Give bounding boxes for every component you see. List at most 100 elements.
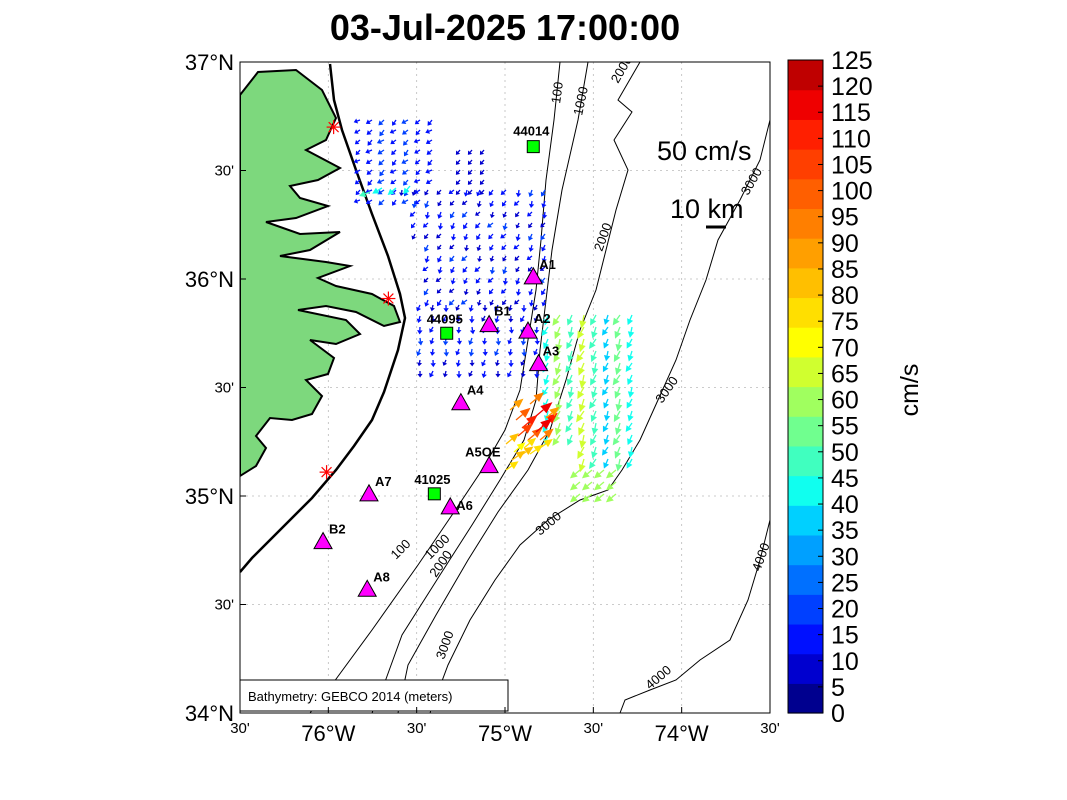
colorbar-segment (788, 594, 823, 625)
current-vector (469, 362, 475, 367)
current-vector (549, 406, 560, 417)
current-vector-shaft (481, 189, 485, 193)
current-vector (593, 483, 602, 491)
radar-site-marker (381, 291, 396, 306)
current-vector (541, 258, 547, 263)
current-vector-shaft (617, 362, 621, 369)
current-vector-shaft (556, 314, 561, 321)
current-vector (627, 318, 634, 326)
current-vector-shaft (457, 315, 460, 320)
current-vector (479, 160, 485, 165)
current-vector-shaft (443, 315, 447, 320)
current-vector-shaft (617, 422, 621, 429)
current-vector (376, 178, 382, 184)
current-vector-shaft (611, 493, 617, 499)
current-vector-shaft (428, 129, 433, 132)
current-vector-shaft (451, 200, 455, 204)
current-vector (401, 199, 407, 205)
current-vector-shaft (557, 422, 561, 429)
current-vector-shaft (592, 434, 597, 441)
current-vector-shaft (478, 288, 481, 292)
current-vector (515, 268, 520, 273)
current-vector-shaft (581, 458, 585, 466)
current-vector (455, 306, 461, 311)
current-vector (482, 307, 488, 312)
current-vector-shaft (630, 386, 633, 392)
current-vector-shaft (451, 244, 455, 248)
current-vector (481, 317, 486, 322)
current-vector (489, 301, 495, 306)
current-vector (415, 170, 421, 176)
current-vector-shaft (457, 169, 461, 173)
current-vector (540, 223, 545, 228)
current-vector-shaft (527, 434, 535, 441)
current-vector (379, 171, 385, 177)
current-vector (602, 329, 608, 336)
current-vector-shaft (545, 398, 549, 404)
current-vector-shaft (508, 370, 512, 375)
current-vector-shaft (428, 139, 433, 143)
current-vector (399, 192, 405, 197)
current-vector (401, 159, 407, 165)
current-vector-shaft (545, 374, 549, 380)
current-vector (515, 224, 521, 229)
colorbar-segment (788, 475, 823, 506)
current-vector-shaft (568, 398, 573, 404)
current-vector (427, 160, 433, 166)
current-vector (507, 307, 513, 312)
current-vector-shaft (543, 299, 546, 304)
current-vector (494, 362, 500, 367)
current-vector-shaft (426, 255, 429, 260)
current-vector-shaft (516, 211, 520, 215)
current-vector (429, 372, 435, 378)
current-vector-shaft (629, 314, 633, 320)
current-vector-shaft (417, 159, 421, 163)
current-vector-shaft (477, 233, 481, 238)
map-area[interactable]: 100 1000 2000 2000 3000 3000 100 1000 20… (240, 53, 773, 713)
current-vector-shaft (529, 233, 533, 238)
current-vector (526, 414, 538, 426)
current-vector (515, 291, 522, 296)
current-vector-shaft (546, 410, 549, 416)
current-vector (614, 450, 621, 459)
mooring-marker (359, 483, 379, 502)
current-vector-shaft (470, 370, 473, 374)
current-vector-shaft (546, 350, 549, 356)
current-vector (521, 423, 534, 434)
current-vector (526, 437, 537, 447)
current-vector (424, 234, 429, 240)
current-vector (436, 234, 441, 239)
current-vector-shaft (481, 169, 485, 173)
current-vector (414, 149, 419, 154)
current-vector (502, 225, 508, 231)
current-vector-shaft (417, 199, 421, 203)
current-vector-shaft (539, 434, 547, 441)
current-vector (501, 201, 507, 207)
current-vector (436, 301, 442, 307)
current-vector (463, 247, 470, 252)
current-vector (429, 351, 436, 356)
current-vector-shaft (380, 149, 385, 153)
current-vector (541, 389, 548, 397)
current-vector-shaft (438, 277, 442, 281)
current-vector-shaft (605, 338, 609, 344)
current-vector-shaft (509, 404, 517, 411)
contour-2000m (397, 62, 641, 713)
current-vector (423, 290, 429, 296)
current-vector (461, 200, 467, 205)
current-vector (612, 377, 620, 386)
current-vector (605, 495, 614, 503)
current-vector-shaft (357, 169, 361, 173)
current-vector-shaft (593, 446, 597, 453)
current-vector-shaft (490, 189, 494, 193)
current-vector-shaft (611, 469, 617, 475)
station-label: A7 (375, 474, 392, 489)
current-vector-shaft (587, 469, 593, 475)
current-vector-shaft (587, 493, 593, 499)
current-vector (456, 374, 462, 379)
current-vector (486, 222, 492, 228)
current-vector-shaft (393, 199, 397, 203)
current-vector-shaft (381, 199, 385, 203)
current-vector (509, 461, 519, 470)
lat-tick-label: 30' (214, 597, 234, 614)
